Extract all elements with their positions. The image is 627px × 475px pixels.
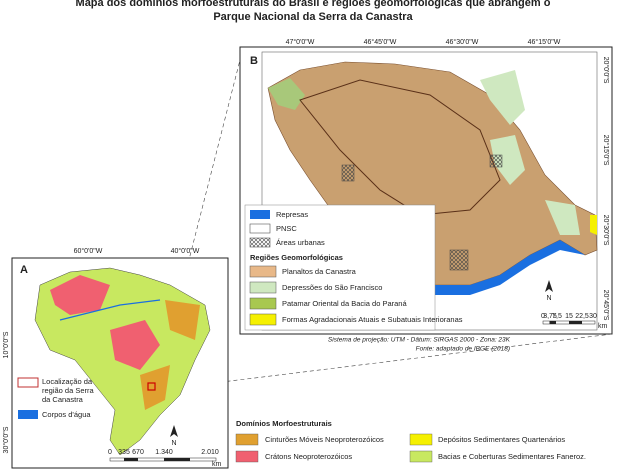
legend-swatch [409,450,433,463]
scale-label: 7,5 [552,313,562,320]
legend-label: Bacias e Coberturas Sedimentares Faneroz… [438,452,586,461]
title-line-1: Mapa dos domínios morfoestruturais do Br… [76,0,551,9]
longitude-label: 46°45'0"W [364,38,397,46]
north-arrow [545,280,553,292]
legend-swatch [235,433,259,446]
river [59,299,161,321]
legend-label: Crátons Neoproterozóicos [265,452,352,461]
legend-label: região da Serra [42,386,95,395]
north-label: N [171,440,176,447]
patamar-region [268,78,305,110]
scale-bar-segment [549,321,556,324]
scale-bar-segment [164,458,190,461]
location-marker [147,382,156,391]
scale-label: 3,75 [543,313,557,320]
source-note: Fonte: adaptado de IBGE (2018) [416,346,510,353]
longitude-label: 46°15'0"W [528,38,561,46]
panel-label: B [250,55,258,67]
legend-swatch [249,281,277,294]
legend-swatch [235,450,259,463]
scale-label: 2.010 [201,449,219,456]
legend-label: Planaltos da Canastra [282,267,357,276]
panel-b: B 47°0'0"W 46°45'0"W 46°30'0"W 46°15'0"W… [239,38,613,335]
domains-legend: Domínios Morfoestruturais Cinturões Móve… [235,419,586,463]
legend-label: Localização da [42,377,93,386]
legend-label: Formas Agradacionais Atuais e Subatuais … [282,315,463,324]
longitude-label: 47°0'0"W [286,38,315,46]
legend-swatch [18,410,38,419]
reservoir [400,240,585,295]
scale-label: 670 [132,449,144,456]
scale-label: 0 [108,449,112,456]
latitude-label: 20°15'0"S [602,135,610,166]
legend-label: Depósitos Sedimentares Quartenários [438,435,565,444]
legend-swatch [249,297,277,310]
depressoes-region [490,135,525,185]
legend-swatch [249,223,271,234]
legend-label: Depressões do São Francisco [282,283,382,292]
legend-label: Corpos d'água [42,410,91,419]
longitude-label: 46°30'0"W [446,38,479,46]
legend-label: PNSC [276,224,297,233]
depressoes-region [545,200,580,235]
legend-swatch [17,377,39,388]
legend-label: Áreas urbanas [276,238,325,247]
depressoes-region [480,70,525,125]
scale-bar-segment [124,458,138,461]
scale-label: 22,5 [575,313,589,320]
scale-label: 15 [565,313,573,320]
panel-label: A [20,264,28,276]
scale-unit: km [598,323,608,330]
scale-bar-segment [569,321,582,324]
projection-note: Sistema de projeção: UTM - Dâtum: SIRGAS… [328,337,511,344]
legend-swatch [249,265,277,278]
pnsc-boundary [299,79,501,216]
legend-b [244,204,436,331]
craton-area [110,320,160,370]
legend-swatch [249,313,277,326]
legend-heading: Domínios Morfoestruturais [236,419,332,428]
scale-unit: km [212,461,222,468]
urban-area [449,249,469,271]
scale-label: 335 [118,449,130,456]
scale-bar [109,457,217,462]
legend-swatch [250,210,270,219]
craton-area [50,275,110,315]
latitude-label: 10°0'0"S [2,331,10,358]
legend-label: Cinturões Móveis Neoproterozóicos [265,435,384,444]
legend-swatch [409,433,433,446]
panel-a: A 60°0'0"W 40°0'0"W 10°0'0"S 30°0'0"S Lo… [2,247,229,469]
north-label: N [546,295,551,302]
legend-swatch [249,237,271,248]
legend-label: Patamar Oriental da Bacia do Paraná [282,299,407,308]
urban-area [489,154,503,168]
longitude-label: 40°0'0"W [171,247,200,255]
urban-area [341,164,355,182]
longitude-label: 60°0'0"W [74,247,103,255]
scale-label: 30 [589,313,597,320]
latitude-label: 30°0'0"S [2,426,10,453]
scale-label: 0 [541,313,545,320]
title-line-2: Parque Nacional da Serra da Canastra [213,11,413,23]
latitude-label: 20°0'0"S [602,57,610,84]
formas-region [590,215,597,235]
legend-label: Represas [276,210,308,219]
latitude-label: 20°30'0"S [602,215,610,246]
north-arrow [170,425,178,437]
belt-area [165,300,200,340]
scale-label: 1.340 [155,449,173,456]
legend-label: da Canastra [42,395,84,404]
latitude-label: 20°45'0"S [602,290,610,321]
legend-heading: Regiões Geomorfológicas [250,253,343,262]
